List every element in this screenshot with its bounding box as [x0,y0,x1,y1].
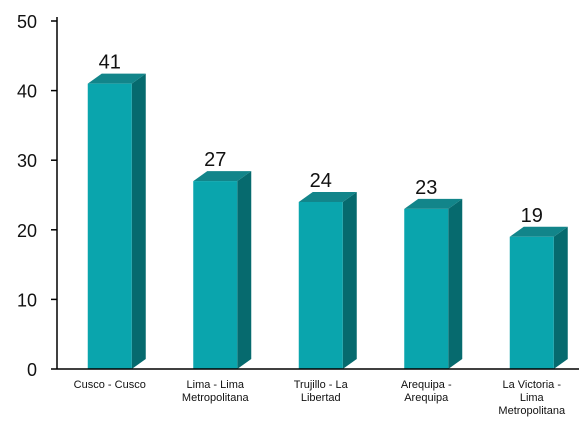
bar [87,73,146,369]
bars: 41 27 24 23 19 [87,52,568,369]
bar-front-face [298,201,343,369]
bar-side-face [237,171,252,369]
bar-top-face [87,73,146,84]
category-label: Trujillo - La Libertad [294,379,349,404]
bar-top-face [404,198,463,209]
x-axis: Cusco - Cusco Lima - Lima Metropolitana Tru… [57,368,579,417]
bar [404,198,463,369]
bar [193,171,252,369]
bar-side-face [553,226,568,369]
category-label: Cusco - Cusco [74,379,146,391]
data-label: 23 [415,177,437,199]
y-tick-label: 20 [17,221,37,241]
category-label: Arequipa -Arequipa [401,379,452,404]
y-tick-label: 0 [27,360,37,380]
bar-side-face [131,73,146,369]
data-label: 41 [99,52,121,74]
data-label: 27 [204,149,226,171]
data-label: 19 [521,205,543,227]
bar [509,226,568,369]
bar-front-face [193,181,238,369]
bar-top-face [298,191,357,202]
bar-top-face [193,171,252,182]
category-label: Lima - Lima Metropolitana [182,379,250,404]
y-tick-label: 10 [17,290,37,310]
bar-front-face [404,208,449,369]
bar-side-face [342,191,357,369]
bar-front-face [87,83,132,369]
data-label: 24 [310,170,332,192]
bar-side-face [448,198,463,369]
y-tick-label: 50 [17,12,37,32]
bar-top-face [509,226,568,237]
y-tick-label: 40 [17,82,37,102]
bar-front-face [509,236,554,369]
category-label: La Victoria -Lima Metropolitana [498,379,566,417]
y-tick-label: 30 [17,151,37,171]
bar [298,191,357,369]
y-axis: 0 10 20 30 40 50 [17,12,58,380]
